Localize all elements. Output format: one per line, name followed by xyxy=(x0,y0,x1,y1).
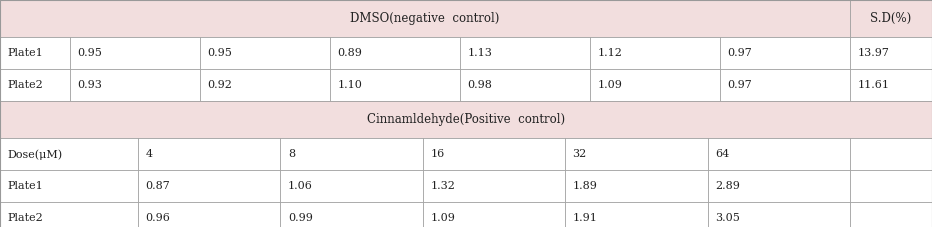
Text: 13.97: 13.97 xyxy=(857,48,889,58)
Text: Cinnamldehyde(Positive  control): Cinnamldehyde(Positive control) xyxy=(367,113,565,126)
Text: 32: 32 xyxy=(572,149,587,159)
Bar xyxy=(565,202,707,227)
Text: 64: 64 xyxy=(715,149,729,159)
Text: 0.95: 0.95 xyxy=(77,48,103,58)
Bar xyxy=(707,138,850,170)
Bar xyxy=(138,170,281,202)
Bar xyxy=(281,170,423,202)
Text: Dose(μM): Dose(μM) xyxy=(7,149,62,160)
Bar xyxy=(850,69,932,101)
Bar xyxy=(707,202,850,227)
Bar xyxy=(423,138,565,170)
Bar xyxy=(0,202,138,227)
Text: Plate1: Plate1 xyxy=(7,48,43,58)
Text: 0.98: 0.98 xyxy=(468,80,492,90)
Bar xyxy=(70,37,199,69)
Text: 1.06: 1.06 xyxy=(288,181,312,191)
Text: 1.13: 1.13 xyxy=(468,48,492,58)
Bar xyxy=(590,37,720,69)
Text: 11.61: 11.61 xyxy=(857,80,889,90)
Text: 1.32: 1.32 xyxy=(431,181,455,191)
Bar xyxy=(565,138,707,170)
Text: Plate2: Plate2 xyxy=(7,80,43,90)
Bar xyxy=(330,37,460,69)
Text: 0.96: 0.96 xyxy=(145,213,171,223)
Bar xyxy=(423,170,565,202)
Bar xyxy=(138,202,281,227)
Bar xyxy=(707,170,850,202)
Text: 1.89: 1.89 xyxy=(572,181,597,191)
Bar xyxy=(0,170,138,202)
Text: Plate1: Plate1 xyxy=(7,181,43,191)
Text: 1.09: 1.09 xyxy=(431,213,455,223)
Text: Plate2: Plate2 xyxy=(7,213,43,223)
Text: 1.10: 1.10 xyxy=(337,80,363,90)
Bar xyxy=(590,69,720,101)
Bar xyxy=(460,37,590,69)
Text: 0.97: 0.97 xyxy=(727,80,752,90)
Bar xyxy=(0,138,138,170)
Text: 1.12: 1.12 xyxy=(597,48,623,58)
Bar xyxy=(423,202,565,227)
Bar xyxy=(850,37,932,69)
Text: 4: 4 xyxy=(145,149,153,159)
Bar xyxy=(0,37,70,69)
Bar xyxy=(850,0,932,37)
Bar xyxy=(850,202,932,227)
Text: 8: 8 xyxy=(288,149,295,159)
Bar xyxy=(70,69,199,101)
Bar xyxy=(281,138,423,170)
Bar xyxy=(281,202,423,227)
Bar xyxy=(0,69,70,101)
Text: 0.89: 0.89 xyxy=(337,48,363,58)
Bar xyxy=(330,69,460,101)
Text: 3.05: 3.05 xyxy=(715,213,740,223)
Bar xyxy=(565,170,707,202)
Bar xyxy=(850,170,932,202)
Bar xyxy=(0,0,850,37)
Text: 1.09: 1.09 xyxy=(597,80,623,90)
Bar xyxy=(0,101,932,138)
Text: 16: 16 xyxy=(431,149,445,159)
Text: 0.99: 0.99 xyxy=(288,213,312,223)
Text: 0.92: 0.92 xyxy=(208,80,232,90)
Text: 0.87: 0.87 xyxy=(145,181,171,191)
Bar xyxy=(460,69,590,101)
Bar xyxy=(720,69,850,101)
Text: 0.93: 0.93 xyxy=(77,80,103,90)
Text: 0.95: 0.95 xyxy=(208,48,232,58)
Bar xyxy=(138,138,281,170)
Bar xyxy=(850,138,932,170)
Text: 1.91: 1.91 xyxy=(572,213,597,223)
Bar xyxy=(200,69,330,101)
Text: 0.97: 0.97 xyxy=(727,48,752,58)
Bar xyxy=(200,37,330,69)
Text: S.D(%): S.D(%) xyxy=(870,12,911,25)
Text: DMSO(negative  control): DMSO(negative control) xyxy=(350,12,500,25)
Text: 2.89: 2.89 xyxy=(715,181,740,191)
Bar xyxy=(720,37,850,69)
